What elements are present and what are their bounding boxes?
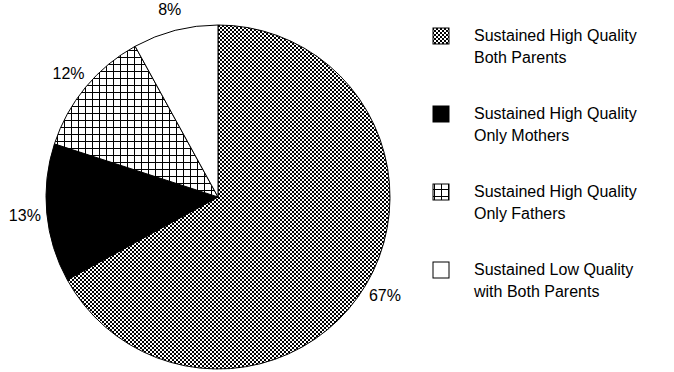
legend-swatch [433, 184, 449, 200]
data-label: 13% [9, 207, 41, 224]
data-label: 12% [53, 65, 85, 82]
data-label: 8% [158, 1, 181, 18]
legend-swatch [433, 106, 449, 122]
legend-swatch [433, 28, 449, 44]
pie [46, 25, 390, 369]
legend-entry: Sustained High QualityBoth Parents [474, 27, 637, 66]
legend-entry: Sustained High QualityOnly Fathers [474, 183, 637, 222]
data-labels: 67% 13% 12% 8% [9, 1, 401, 305]
pie-slice [135, 25, 218, 197]
legend: Sustained High QualityBoth Parents Sustai… [433, 27, 637, 300]
data-label: 67% [369, 287, 401, 304]
legend-entry: Sustained High QualityOnly Mothers [474, 105, 637, 144]
chart: 67% 13% 12% 8% Sustained High QualityBoth Pa… [0, 0, 674, 372]
legend-swatch [433, 262, 449, 278]
legend-entry: Sustained Low Qualitywith Both Parents [473, 261, 633, 300]
